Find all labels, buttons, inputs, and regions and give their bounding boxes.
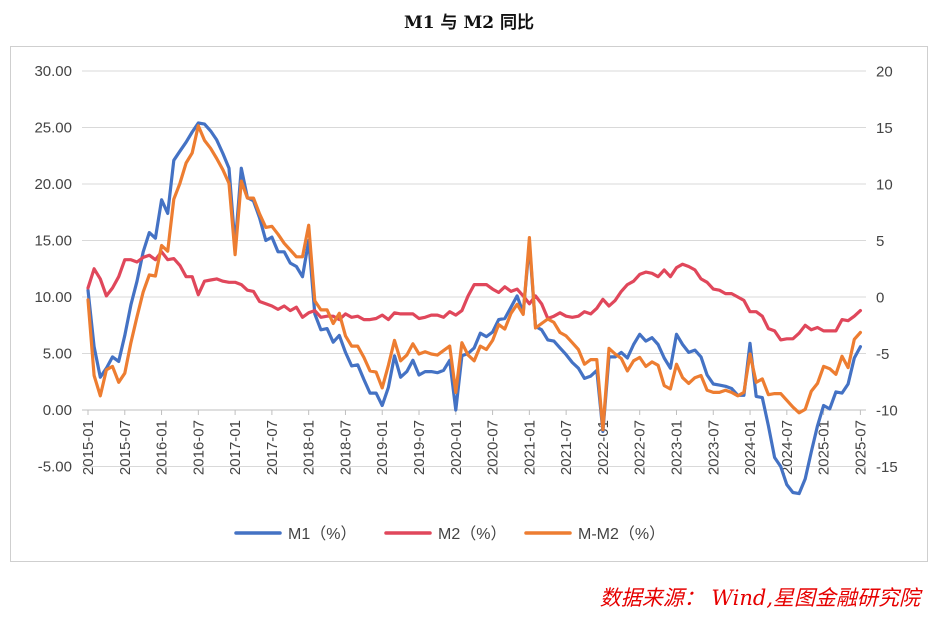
x-tick-label: 2025-07 <box>852 420 869 475</box>
y-left-tick-label: 5.00 <box>43 346 72 363</box>
y-left-tick-label: 25.00 <box>34 120 72 137</box>
x-tick-label: 2021-07 <box>558 420 575 475</box>
x-tick-label: 2022-01 <box>595 420 612 475</box>
y-left-tick-label: 15.00 <box>34 233 72 250</box>
x-tick-label: 2025-01 <box>816 420 833 475</box>
x-tick-label: 2023-01 <box>668 420 685 475</box>
series-line-m-m2 <box>86 124 863 432</box>
x-tick-label: 2022-07 <box>632 420 649 475</box>
y-left-tick-label: -5.00 <box>38 459 72 476</box>
chart-frame <box>10 46 928 562</box>
x-tick-label: 2024-07 <box>779 420 796 475</box>
y-left-tick-label: 0.00 <box>43 402 72 419</box>
y-left-tick-label: 30.00 <box>34 63 72 80</box>
x-tick-label: 2017-07 <box>264 420 281 475</box>
y-right-tick-label: 0 <box>876 290 884 307</box>
x-tick-label: 2020-07 <box>485 420 502 475</box>
y-right-tick-label: -10 <box>876 403 898 420</box>
x-tick-label: 2017-01 <box>227 420 244 475</box>
y-right-tick-label: 20 <box>876 64 893 81</box>
y-right-tick-label: 5 <box>876 233 884 250</box>
y-right-tick-label: -15 <box>876 459 898 476</box>
x-tick-label: 2024-01 <box>742 420 759 475</box>
x-tick-label: 2016-01 <box>154 420 171 475</box>
legend-label-m2: M2（%） <box>438 525 506 543</box>
x-tick-label: 2015-01 <box>80 420 97 475</box>
y-left-tick-label: 20.00 <box>34 176 72 193</box>
x-tick-label: 2015-07 <box>117 420 134 475</box>
x-tick-label: 2023-07 <box>705 420 722 475</box>
x-tick-label: 2016-07 <box>190 420 207 475</box>
series-line-m2 <box>86 250 863 342</box>
y-right-tick-label: 15 <box>876 120 893 137</box>
x-tick-label: 2018-01 <box>301 420 318 475</box>
y-right-tick-label: -5 <box>876 346 889 363</box>
series-line-m1 <box>86 121 863 496</box>
data-source-note: 数据来源： Wind,星图金融研究院 <box>599 586 920 610</box>
line-chart: -5.00 0.00 5.00 10.00 15.00 20.00 25.00 30.00 -1… <box>34 63 898 543</box>
x-tick-label: 2018-07 <box>337 420 354 475</box>
legend-label-m-m2: M-M2（%） <box>578 525 665 543</box>
chart-title: M1 与 M2 同比 <box>403 13 535 33</box>
legend-label-m1: M1（%） <box>288 525 356 543</box>
x-tick-label: 2020-01 <box>448 420 465 475</box>
x-tick-label: 2021-01 <box>521 420 538 475</box>
x-tick-label: 2019-07 <box>411 420 428 475</box>
y-right-tick-label: 10 <box>876 177 893 194</box>
x-tick-label: 2019-01 <box>374 420 391 475</box>
y-left-tick-label: 10.00 <box>34 289 72 306</box>
